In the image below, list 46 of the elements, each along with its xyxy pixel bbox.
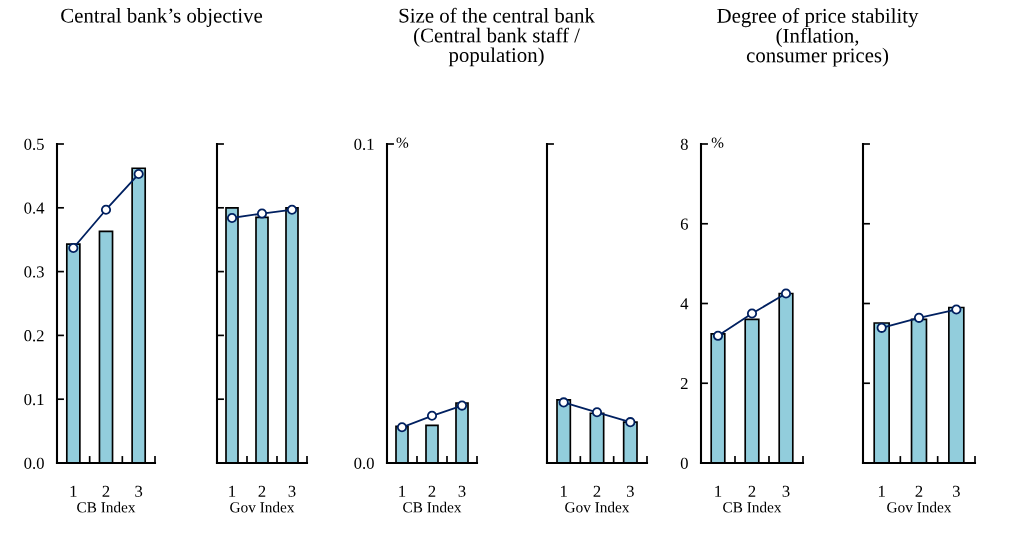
chart-title: Size of the central bank (Central bank staff / population) [399, 7, 595, 67]
x-tick-label: 2 [748, 485, 756, 497]
x-axis-title: Gov Index [565, 501, 630, 513]
y-axis-title: % [396, 137, 409, 148]
x-tick-label: 1 [70, 485, 77, 497]
y-tick-label: 0.2 [24, 330, 44, 342]
x-tick-label: 1 [229, 485, 236, 497]
point [746, 308, 758, 319]
point [780, 288, 792, 299]
y-tick-label: 2 [680, 378, 688, 390]
x-tick-label: 3 [288, 485, 296, 497]
x-tick-label: 3 [626, 485, 634, 497]
y-tick-label: 0.1 [354, 138, 374, 151]
x-axis-title: Gov Index [887, 501, 952, 513]
x-tick-label: 3 [782, 485, 790, 497]
x-tick-label: 1 [399, 485, 406, 497]
chart-title: Degree of price stability (Inflation, consumer prices) [717, 8, 919, 67]
y-tick-label: 0.5 [24, 138, 44, 151]
x-tick-label: 3 [458, 485, 466, 497]
y-tick-label: 4 [680, 298, 689, 310]
x-axis-title: CB Index [403, 501, 462, 513]
x-tick-label: 1 [715, 485, 722, 497]
x-tick-label: 2 [258, 485, 266, 497]
y-tick-label: 0.4 [24, 202, 45, 214]
y-tick-label: 0.1 [24, 393, 44, 406]
x-tick-label: 2 [593, 485, 601, 497]
y-tick-label: 0.3 [24, 266, 44, 278]
point [712, 330, 724, 341]
x-tick-label: 1 [560, 485, 567, 497]
x-tick-label: 1 [878, 485, 885, 497]
x-axis-title: CB Index [723, 501, 782, 513]
chart-title: Central bank’s objective [61, 8, 263, 27]
x-tick-label: 2 [428, 485, 436, 497]
x-tick-label: 2 [102, 485, 110, 497]
x-axis-title: CB Index [77, 501, 136, 513]
y-tick-label: 6 [680, 218, 688, 230]
point [133, 168, 144, 180]
x-tick-label: 2 [915, 485, 923, 497]
y-axis-title: % [711, 137, 724, 148]
x-tick-label: 3 [135, 485, 143, 497]
x-axis-title: Gov Index [230, 501, 295, 513]
point [100, 204, 112, 215]
point [68, 242, 79, 254]
y-tick-label: 8 [680, 138, 688, 150]
y-tick-label: 0 [680, 457, 688, 469]
x-tick-label: 3 [952, 485, 960, 497]
